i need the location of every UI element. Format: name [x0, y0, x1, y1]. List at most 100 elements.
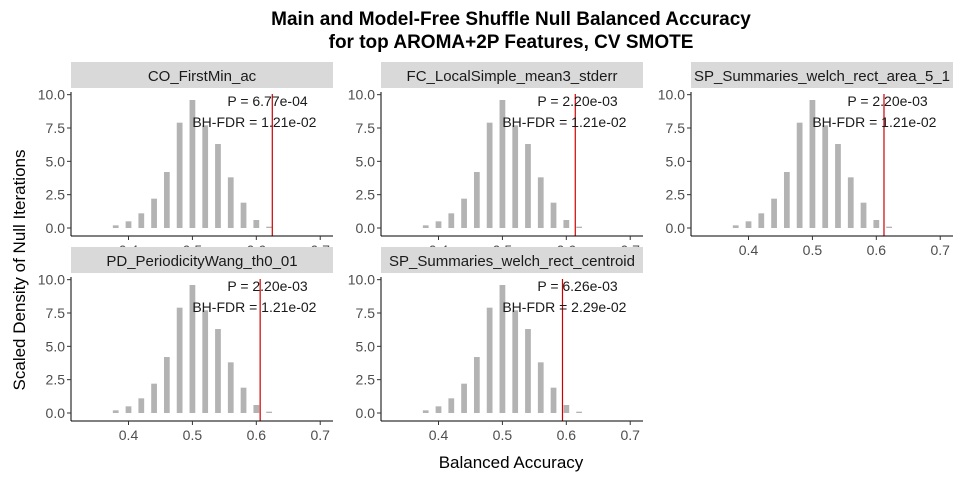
- facet-strip-label: SP_Summaries_welch_rect_area_5_1: [694, 68, 950, 85]
- histogram-bar: [847, 177, 854, 228]
- y-tick-label: 10.0: [348, 87, 375, 103]
- x-tick-label: 0.6: [557, 427, 577, 443]
- histogram-bar: [227, 177, 234, 228]
- p-value-label: P = 2.20e-03: [537, 93, 618, 109]
- p-value-label: P = 6.26e-03: [537, 278, 618, 294]
- bh-fdr-label: BH-FDR = 1.21e-02: [192, 114, 316, 130]
- y-tick-label: 5.0: [666, 153, 686, 169]
- histogram-bar: [138, 213, 145, 228]
- facet-strip: [71, 62, 333, 88]
- histogram-bar: [435, 406, 442, 413]
- y-tick-label: 5.0: [356, 338, 376, 354]
- histogram-bar: [745, 221, 752, 228]
- y-tick-label: 2.5: [666, 187, 686, 203]
- histogram-bar: [112, 225, 119, 228]
- histogram-bar: [176, 122, 183, 228]
- histogram-bar: [253, 405, 260, 413]
- chart-title-line1: Main and Model-Free Shuffle Null Balance…: [271, 9, 751, 30]
- x-tick-label: 0.5: [183, 427, 203, 443]
- facet-panels: CO_FirstMin_ac P = 6.77e-04 BH-FDR = 1.21e…: [38, 62, 953, 443]
- y-tick-label: 10.0: [348, 272, 375, 288]
- bh-fdr-label: BH-FDR = 1.21e-02: [812, 114, 936, 130]
- histogram-bar: [512, 310, 519, 413]
- x-tick-label: 0.4: [739, 242, 759, 258]
- histogram-bar: [112, 410, 119, 413]
- histogram-bar: [499, 100, 506, 228]
- y-axis-title: Scaled Density of Null Iterations: [10, 150, 29, 391]
- histogram-bar: [189, 100, 196, 228]
- histogram-bar: [435, 221, 442, 228]
- histogram-bar: [448, 398, 455, 413]
- facet-strip-label: PD_PeriodicityWang_th0_01: [106, 253, 297, 270]
- bh-fdr-label: BH-FDR = 2.29e-02: [502, 299, 626, 315]
- p-value-label: P = 2.20e-03: [847, 93, 928, 109]
- histogram-bar: [163, 172, 170, 228]
- y-tick-label: 0.0: [356, 220, 376, 236]
- histogram-bar: [537, 362, 544, 413]
- histogram-bar: [461, 383, 467, 413]
- y-tick-label: 5.0: [46, 338, 66, 354]
- x-tick-label: 0.4: [429, 427, 449, 443]
- histogram-bar: [422, 410, 429, 413]
- histogram-bar: [240, 202, 247, 228]
- histogram-bar: [758, 213, 765, 228]
- x-tick-label: 0.7: [620, 427, 640, 443]
- y-tick-label: 5.0: [46, 153, 66, 169]
- histogram-bar: [422, 225, 429, 228]
- y-tick-label: 10.0: [38, 272, 65, 288]
- y-tick-label: 0.0: [46, 220, 66, 236]
- x-tick-label: 0.7: [930, 242, 950, 258]
- histogram-bar: [227, 362, 234, 413]
- histogram-bar: [550, 387, 557, 413]
- histogram-bar: [563, 405, 570, 413]
- y-tick-label: 7.5: [46, 120, 66, 136]
- y-tick-label: 7.5: [666, 120, 686, 136]
- p-value-label: P = 2.20e-03: [227, 278, 308, 294]
- p-value-label: P = 6.77e-04: [227, 93, 308, 109]
- facet-panel: FC_LocalSimple_mean3_stderr P = 2.20e-03 B…: [348, 62, 643, 258]
- histogram-bar: [461, 198, 467, 228]
- facet-panel: PD_PeriodicityWang_th0_01 P = 2.20e-03 BH-…: [38, 247, 333, 443]
- y-tick-label: 2.5: [356, 372, 376, 388]
- histogram-bar: [822, 125, 829, 228]
- histogram-bar: [266, 226, 272, 228]
- histogram-bar: [151, 383, 157, 413]
- histogram-bar: [771, 198, 777, 228]
- x-tick-label: 0.5: [803, 242, 823, 258]
- histogram-bar: [835, 144, 841, 228]
- facet-strip: [691, 62, 953, 88]
- histogram-bar: [176, 307, 183, 413]
- y-tick-label: 10.0: [658, 87, 685, 103]
- histogram-bar: [151, 198, 157, 228]
- y-tick-label: 7.5: [356, 305, 376, 321]
- histogram-bar: [215, 329, 221, 413]
- histogram-bar: [732, 225, 739, 228]
- histogram-bar: [783, 172, 790, 228]
- histogram-bar: [563, 220, 570, 228]
- histogram-bar: [512, 125, 519, 228]
- y-tick-label: 5.0: [356, 153, 376, 169]
- histogram-bar: [473, 172, 480, 228]
- bh-fdr-label: BH-FDR = 1.21e-02: [192, 299, 316, 315]
- x-tick-label: 0.5: [493, 427, 513, 443]
- histogram-bar: [253, 220, 260, 228]
- histogram-bar: [576, 411, 582, 413]
- y-tick-label: 0.0: [46, 405, 66, 421]
- histogram-bar: [525, 329, 531, 413]
- y-tick-label: 10.0: [38, 87, 65, 103]
- y-tick-label: 0.0: [356, 405, 376, 421]
- histogram-bar: [499, 285, 506, 413]
- x-tick-label: 0.7: [310, 427, 330, 443]
- histogram-bar: [202, 125, 209, 228]
- facet-panel: CO_FirstMin_ac P = 6.77e-04 BH-FDR = 1.21e…: [38, 62, 333, 258]
- y-tick-label: 2.5: [46, 372, 66, 388]
- facet-panel: SP_Summaries_welch_rect_area_5_1 P = 2.20…: [658, 62, 953, 258]
- histogram-bar: [125, 406, 132, 413]
- histogram-bar: [473, 357, 480, 413]
- histogram-bar: [537, 177, 544, 228]
- histogram-bar: [860, 202, 867, 228]
- facet-strip: [381, 247, 643, 273]
- histogram-bar: [202, 310, 209, 413]
- histogram-bar: [486, 122, 493, 228]
